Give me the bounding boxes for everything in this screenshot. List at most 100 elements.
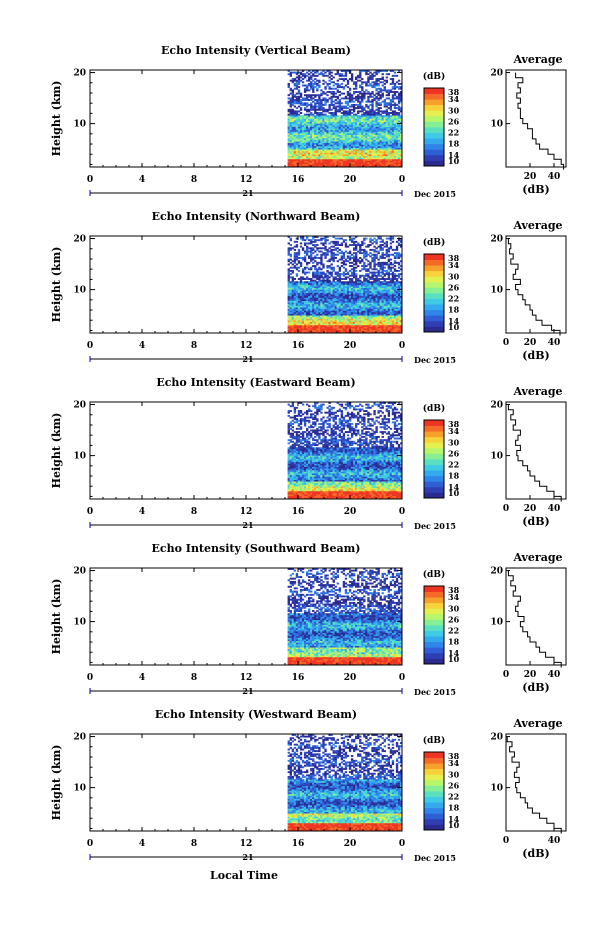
heatmap-cell	[369, 155, 372, 158]
heatmap-cell	[387, 149, 391, 152]
heatmap-cell	[301, 78, 305, 80]
heatmap-cell	[379, 134, 382, 137]
heatmap-cell	[305, 137, 309, 140]
heatmap-cell	[357, 139, 360, 142]
heatmap-cell	[340, 160, 344, 163]
heatmap-cell	[369, 103, 372, 106]
heatmap-cell	[342, 136, 346, 139]
heatmap-cell	[355, 126, 358, 129]
heatmap-cell	[367, 105, 370, 108]
heatmap-cell	[310, 71, 313, 74]
heatmap-cell	[361, 265, 364, 268]
heatmap-cell	[389, 149, 393, 152]
heatmap-cell	[359, 150, 362, 153]
heatmap-cell	[371, 126, 374, 129]
heatmap-cell	[299, 149, 303, 152]
heatmap-cell	[334, 131, 337, 134]
heatmap-cell	[287, 129, 290, 132]
heatmap-cell	[369, 281, 372, 284]
heatmap-cell	[308, 157, 311, 160]
heatmap-cell	[379, 147, 382, 150]
heatmap-cell	[291, 269, 295, 272]
heatmap-cell	[393, 97, 397, 100]
heatmap-cell	[375, 149, 378, 152]
heatmap-cell	[287, 165, 290, 168]
heatmap-cell	[338, 91, 342, 93]
heatmap-cell	[381, 110, 384, 113]
heatmap-cell	[340, 278, 344, 280]
heatmap-cell	[377, 102, 380, 105]
heatmap-cell	[352, 91, 356, 93]
heatmap-cell	[308, 131, 311, 134]
heatmap-cell	[389, 78, 393, 80]
heatmap-cell	[330, 134, 333, 137]
heatmap-cell	[308, 271, 311, 274]
heatmap-cell	[336, 278, 339, 280]
heatmap-cell	[350, 268, 354, 271]
heatmap-cell	[340, 105, 344, 108]
heatmap-cell	[320, 134, 323, 137]
heatmap-cell	[395, 86, 399, 89]
heatmap-cell	[377, 150, 380, 153]
heatmap-cell	[336, 129, 339, 132]
heatmap-cell	[342, 150, 346, 153]
heatmap-cell	[367, 91, 370, 93]
heatmap-cell	[336, 152, 339, 155]
heatmap-cell	[361, 147, 364, 150]
heatmap-cell	[291, 149, 295, 152]
heatmap-cell	[308, 162, 311, 165]
heatmap-cell	[295, 149, 299, 152]
heatmap-cell	[330, 149, 333, 152]
heatmap-cell	[314, 145, 317, 148]
heatmap-cell	[295, 110, 299, 113]
heatmap-cell	[312, 157, 315, 160]
heatmap-cell	[365, 92, 368, 95]
heatmap-cell	[377, 144, 380, 147]
heatmap-cell	[330, 160, 333, 163]
heatmap-cell	[297, 128, 301, 131]
heatmap-cell	[344, 131, 348, 134]
heatmap-cell	[297, 129, 301, 132]
heatmap-cell	[383, 165, 386, 168]
heatmap-cell	[318, 149, 321, 152]
heatmap-cell	[320, 165, 323, 168]
heatmap-cell	[340, 149, 344, 152]
heatmap-cell	[310, 139, 313, 142]
heatmap-cell	[340, 129, 344, 132]
heatmap-cell	[338, 157, 342, 160]
heatmap-cell	[397, 150, 401, 153]
heatmap-cell	[310, 145, 313, 148]
heatmap-cell	[328, 142, 331, 145]
heatmap-cell	[320, 142, 323, 145]
heatmap-cell	[334, 95, 337, 98]
heatmap-cell	[385, 126, 388, 129]
heatmap-cell	[316, 126, 319, 129]
heatmap-cell	[291, 78, 295, 80]
profile-title: Average	[512, 53, 562, 66]
heatmap-cell	[316, 136, 319, 139]
heatmap-cell	[367, 124, 370, 127]
heatmap-cell	[377, 141, 380, 144]
heatmap-cell	[389, 126, 393, 129]
heatmap-cell	[318, 126, 321, 129]
heatmap-cell	[365, 265, 368, 268]
heatmap-cell	[287, 139, 290, 142]
heatmap-cell	[367, 154, 370, 156]
heatmap-cell	[363, 124, 366, 127]
heatmap-cell	[352, 160, 356, 163]
heatmap-cell	[383, 144, 386, 147]
heatmap-cell	[322, 133, 325, 135]
heatmap-cell	[344, 134, 348, 137]
heatmap-cell	[393, 71, 397, 74]
heatmap-cell	[352, 163, 356, 166]
heatmap-cell	[287, 137, 290, 140]
heatmap-cell	[359, 274, 362, 277]
heatmap-cell	[385, 149, 388, 152]
heatmap-cell	[361, 144, 364, 147]
heatmap-cell	[328, 91, 331, 93]
heatmap-cell	[387, 141, 391, 144]
heatmap-cell	[293, 134, 297, 137]
heatmap-cell	[369, 137, 372, 140]
heatmap-cell	[371, 142, 374, 145]
